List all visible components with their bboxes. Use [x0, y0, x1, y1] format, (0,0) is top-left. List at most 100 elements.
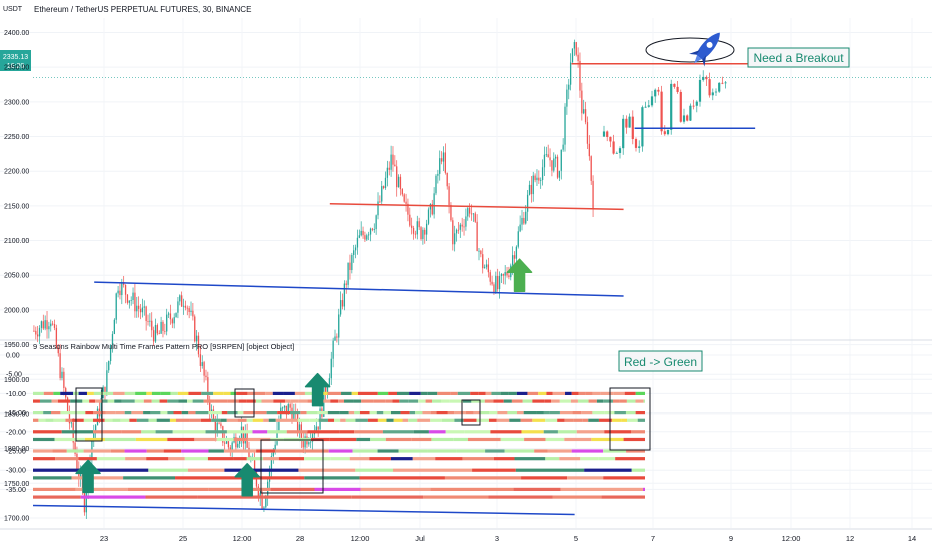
band-segment — [304, 457, 331, 461]
band-segment — [236, 391, 248, 395]
band-segment — [85, 411, 94, 415]
band-segment — [148, 468, 188, 472]
rainbow-bands — [33, 391, 645, 499]
candle-body — [222, 426, 224, 443]
candle-body — [209, 399, 211, 414]
candle-body — [57, 347, 59, 354]
band-segment — [427, 449, 457, 453]
candle-body — [85, 489, 87, 513]
price-tick-label: 1750.00 — [4, 481, 29, 488]
candle-body — [194, 316, 196, 342]
candle-body — [108, 361, 110, 371]
band-segment — [80, 495, 146, 499]
candle-body — [440, 158, 443, 162]
candle-body — [364, 235, 366, 240]
band-segment — [635, 391, 645, 395]
candle-body — [345, 283, 347, 285]
band-segment — [420, 391, 428, 395]
band-segment — [33, 468, 80, 472]
candle-body — [197, 335, 200, 355]
band-segment — [317, 411, 328, 415]
band-segment — [631, 468, 645, 472]
candle-body — [207, 377, 209, 400]
candle-body — [523, 217, 525, 224]
annotation-need-breakout[interactable]: Need a Breakout — [747, 47, 850, 68]
band-segment — [393, 418, 403, 422]
band-segment — [238, 399, 247, 403]
band-segment — [582, 418, 589, 422]
candle-body — [268, 470, 271, 482]
candle-body — [543, 154, 546, 168]
band-segment — [642, 487, 645, 491]
candle-body — [328, 378, 331, 387]
band-segment — [255, 411, 267, 415]
candle-body — [242, 426, 245, 444]
candle-body — [188, 308, 190, 312]
band-segment — [155, 430, 173, 434]
band-segment — [463, 399, 472, 403]
currency-tag[interactable]: USDT — [3, 6, 23, 13]
indicator-title[interactable]: 9 Seasons Rainbow Multi Time Frames Patt… — [33, 342, 294, 351]
band-segment — [417, 418, 431, 422]
band-segment — [300, 411, 307, 415]
candle-body — [349, 262, 351, 271]
candle-body — [94, 425, 97, 434]
candle-body — [248, 447, 250, 460]
band-segment — [163, 449, 182, 453]
band-segment — [373, 399, 386, 403]
indicator-axis[interactable]: 0.00 -5.00 -10.00 -15.00 -20.00 -25.00 -30.00 -… — [6, 353, 26, 494]
candle-body — [495, 275, 497, 293]
band-segment — [427, 391, 438, 395]
candle-body — [53, 324, 56, 328]
candle-body — [420, 227, 422, 240]
candle-body — [117, 290, 119, 294]
band-segment — [169, 418, 176, 422]
time-axis[interactable]: 23 25 12:00 28 12:00 Jul 3 5 7 9 12:00 12 14 — [100, 534, 916, 543]
candle-body — [201, 362, 203, 366]
candle-body — [721, 82, 724, 84]
candle-body — [566, 89, 568, 107]
band-segment — [318, 418, 328, 422]
highlight-box — [609, 387, 651, 451]
candle-body — [134, 292, 136, 312]
candle-body — [126, 294, 129, 303]
candle-body — [171, 319, 173, 324]
candle-body — [353, 250, 355, 255]
band-segment — [552, 495, 602, 499]
band-segment — [86, 391, 94, 395]
candle-body — [61, 371, 63, 379]
candle-body — [532, 175, 534, 195]
candle-body — [399, 176, 402, 190]
band-segment — [508, 391, 517, 395]
candle-body — [263, 507, 265, 509]
candle-body — [40, 321, 43, 328]
band-segment — [33, 437, 55, 442]
candle-body — [414, 233, 417, 235]
candle-body — [238, 438, 241, 444]
price-tick-label: 2350.00 — [4, 65, 29, 72]
candle-body — [332, 340, 334, 359]
band-segment — [304, 449, 329, 453]
candle-body — [51, 323, 54, 325]
band-segment — [146, 457, 169, 461]
candlestick-series — [33, 39, 932, 519]
price-tick-label: 1850.00 — [4, 411, 29, 418]
time-tick-label: 9 — [729, 534, 733, 543]
band-segment — [559, 411, 573, 415]
candle-body — [592, 180, 594, 210]
candle-body — [287, 404, 289, 415]
candle-body — [397, 176, 400, 188]
band-segment — [570, 399, 578, 403]
band-segment — [341, 391, 352, 395]
band-segment — [447, 411, 455, 415]
price-tick-label: 2200.00 — [4, 169, 29, 176]
annotation-red-green[interactable]: Red -> Green — [618, 350, 703, 372]
band-segment — [352, 449, 378, 453]
candle-body — [130, 300, 132, 301]
price-axis[interactable]: 2400.00 2350.00 2300.00 2250.00 2200.00 2150.… — [4, 30, 29, 550]
candle-body — [46, 320, 48, 330]
band-segment — [307, 399, 313, 403]
band-segment — [409, 411, 416, 415]
band-segment — [246, 457, 264, 461]
band-segment — [275, 418, 288, 422]
